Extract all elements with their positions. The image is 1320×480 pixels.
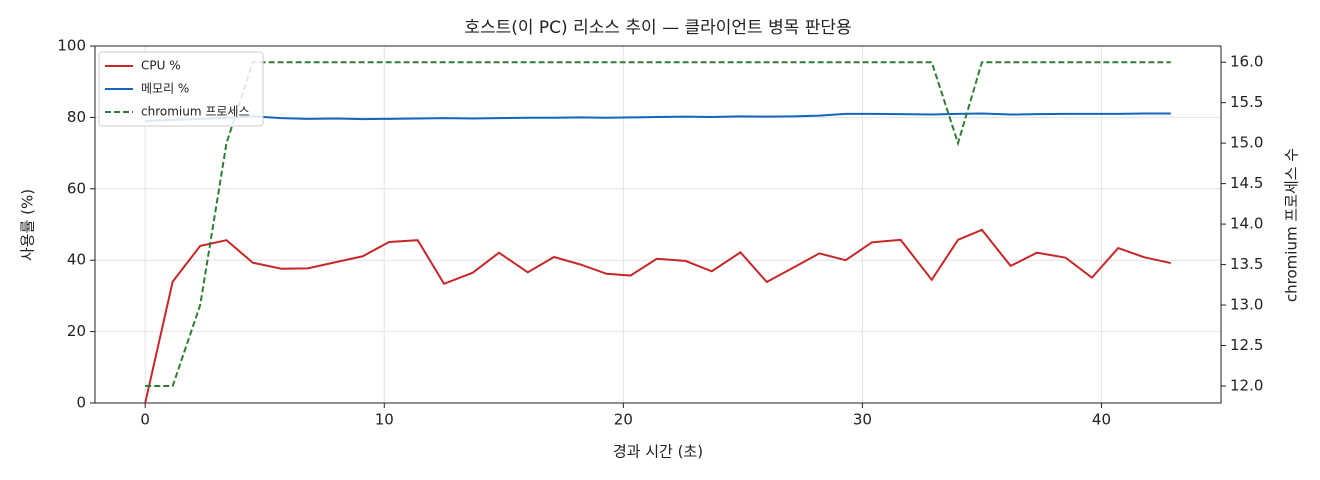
y-axis-label: 사용률 (%) (19, 189, 37, 261)
series-line (145, 112, 1171, 122)
x-tick-label: 0 (140, 411, 150, 429)
y2-tick-label: 13.5 (1230, 255, 1263, 273)
y2-tick-label: 14.5 (1230, 174, 1263, 192)
y2-tick-label: 14.0 (1230, 215, 1263, 233)
y-tick-label: 0 (76, 394, 86, 412)
y2-tick-label: 13.0 (1230, 296, 1263, 314)
y2-tick-label: 15.5 (1230, 93, 1263, 111)
chart-title: 호스트(이 PC) 리소스 추이 — 클라이언트 병목 판단용 (464, 18, 851, 38)
x-tick-label: 20 (614, 411, 633, 429)
plot-frame (94, 45, 1222, 404)
x-axis-label: 경과 시간 (초) (613, 443, 703, 461)
series-line (145, 61, 1171, 387)
y2-tick-label: 15.0 (1230, 134, 1263, 152)
legend-label: CPU % (141, 59, 181, 73)
x-tick-label: 10 (375, 411, 394, 429)
y-tick-label: 20 (67, 322, 86, 340)
y-tick-label: 60 (67, 179, 86, 197)
x-tick-label: 40 (1092, 411, 1111, 429)
x-tick-label: 30 (853, 411, 872, 429)
legend-box (98, 51, 264, 127)
legend-label: chromium 프로세스 (141, 105, 250, 119)
y2-axis-label: chromium 프로세스 수 (1283, 148, 1301, 302)
y2-tick-label: 12.0 (1230, 377, 1263, 395)
series-line (144, 228, 1172, 404)
y-tick-label: 40 (67, 251, 86, 269)
y-tick-label: 80 (67, 108, 86, 126)
legend-label: 메모리 % (141, 82, 189, 96)
y2-tick-label: 12.5 (1230, 336, 1263, 354)
y-tick-label: 100 (57, 37, 86, 55)
y2-tick-label: 16.0 (1230, 53, 1263, 71)
